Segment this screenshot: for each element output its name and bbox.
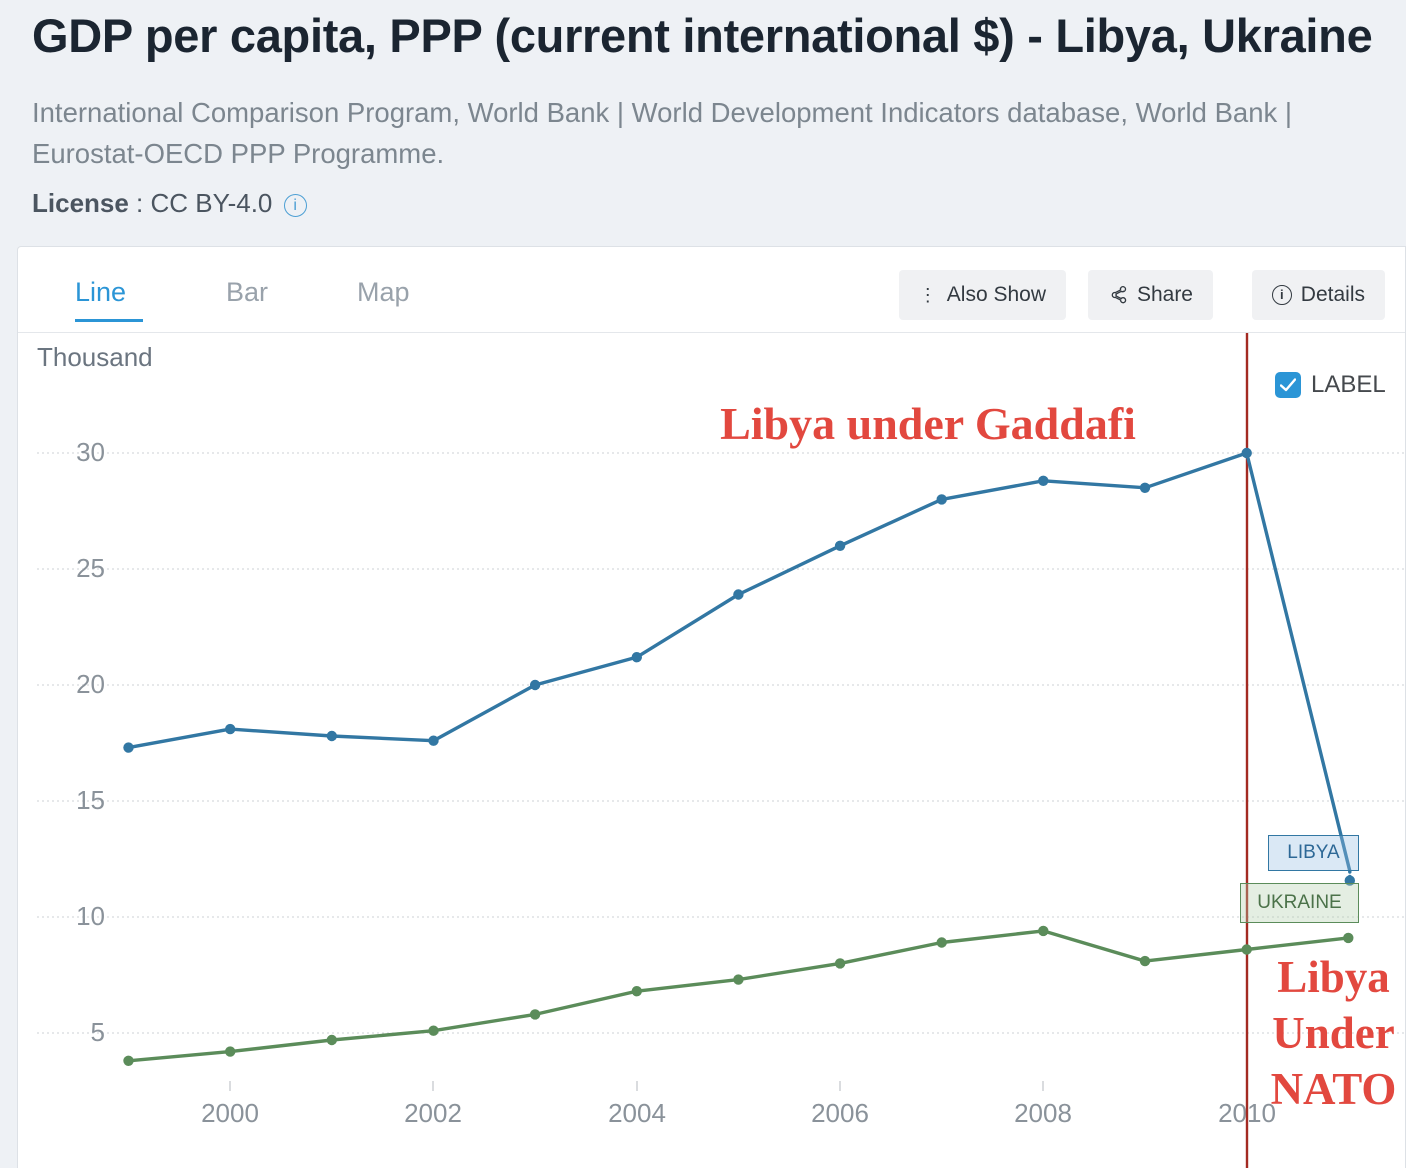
svg-text:5: 5 [91,1017,105,1047]
svg-text:2002: 2002 [404,1098,462,1128]
svg-text:2000: 2000 [201,1098,259,1128]
svg-text:15: 15 [76,785,105,815]
svg-text:20: 20 [76,669,105,699]
svg-text:30: 30 [76,437,105,467]
svg-text:10: 10 [76,901,105,931]
svg-text:2008: 2008 [1014,1098,1072,1128]
svg-text:2004: 2004 [608,1098,666,1128]
svg-text:25: 25 [76,553,105,583]
svg-text:Thousand: Thousand [37,342,153,372]
svg-text:2006: 2006 [811,1098,869,1128]
